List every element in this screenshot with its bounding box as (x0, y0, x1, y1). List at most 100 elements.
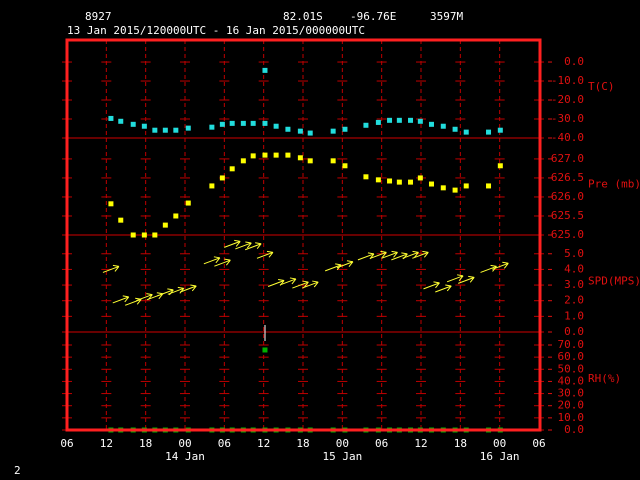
y-tick-label: 3.0 (564, 278, 584, 291)
point (262, 67, 268, 73)
point (417, 175, 423, 181)
point (262, 120, 268, 126)
date-label: 15 Jan (322, 450, 362, 463)
x-tick-label: 06 (218, 437, 231, 450)
point (141, 232, 147, 238)
elevation: 3597M (430, 10, 463, 23)
panel-label: Pre (mb) (588, 178, 640, 191)
wind-arrow (167, 286, 185, 295)
y-tick-label: 4.0 (564, 262, 584, 275)
point (219, 121, 225, 127)
wind-arrow (224, 239, 241, 248)
point (428, 121, 434, 127)
period: 13 Jan 2015/120000UTC - 16 Jan 2015/0000… (67, 24, 365, 37)
point (440, 123, 446, 129)
x-tick-label: 00 (178, 437, 191, 450)
y-tick-label: 5.0 (564, 247, 584, 260)
point (185, 125, 191, 131)
wind-arrow (412, 250, 429, 259)
y-tick-label: 30.0 (558, 387, 585, 400)
y-tick-label: 50.0 (558, 362, 585, 375)
point (428, 181, 434, 187)
station-id: 8927 (85, 10, 112, 23)
x-tick-label: 12 (414, 437, 427, 450)
point (408, 117, 414, 123)
wind-arrow (136, 293, 153, 302)
point (330, 128, 336, 134)
wind-arrow (402, 250, 419, 259)
point (130, 232, 136, 238)
point (497, 163, 503, 169)
point (118, 118, 124, 124)
wind-arrow (203, 256, 221, 265)
y-tick-label: -40.0 (551, 131, 584, 144)
y-tick-label: 10.0 (558, 411, 585, 424)
wind-arrow (267, 279, 285, 287)
x-tick-label: 06 (375, 437, 388, 450)
wind-arrow (180, 284, 197, 293)
point (229, 166, 235, 172)
point (297, 155, 303, 161)
point (486, 183, 492, 189)
y-tick-label: 0.0 (564, 423, 584, 436)
point (307, 130, 313, 136)
point (118, 217, 124, 223)
panel-label: T(C) (588, 80, 615, 93)
wind-arrow (256, 250, 274, 259)
wind-arrow (336, 260, 354, 269)
y-tick-label: 626.5 (551, 171, 584, 184)
x-tick-label: 12 (100, 437, 113, 450)
point (463, 129, 469, 135)
point (209, 124, 215, 130)
wind-arrow (112, 295, 130, 304)
point (387, 178, 393, 184)
page-number: 2 (14, 464, 21, 477)
wind-arrow (435, 284, 452, 293)
x-tick-label: 12 (257, 437, 270, 450)
point (152, 232, 158, 238)
point (463, 183, 469, 189)
point (396, 179, 402, 185)
y-tick-label: -10.0 (551, 74, 584, 87)
point (363, 174, 369, 180)
y-tick-label: -30.0 (551, 112, 584, 125)
y-tick-label: 2.0 (564, 294, 584, 307)
point (285, 126, 291, 132)
wind-arrow (102, 264, 120, 273)
point (185, 200, 191, 206)
wind-arrow (381, 250, 398, 259)
wind-arrow (423, 281, 440, 290)
wind-arrow (157, 288, 174, 297)
x-tick-label: 00 (493, 437, 506, 450)
point (408, 179, 414, 185)
wind-arrow (245, 242, 262, 251)
date-label: 14 Jan (165, 450, 205, 463)
x-tick-label: 18 (454, 437, 467, 450)
panel-label: SPD(MPS) (588, 275, 640, 288)
point (342, 126, 348, 132)
y-tick-label: 20.0 (558, 399, 585, 412)
latitude: 82.01S (283, 10, 323, 23)
point (141, 123, 147, 129)
point (452, 126, 458, 132)
y-tick-label: 625.5 (551, 209, 584, 222)
point (162, 222, 168, 228)
point (209, 183, 215, 189)
x-tick-label: 18 (296, 437, 309, 450)
date-label: 16 Jan (480, 450, 520, 463)
point (173, 213, 179, 219)
point (108, 115, 114, 121)
point (285, 152, 291, 158)
point (497, 127, 503, 133)
y-tick-label: 625.0 (551, 228, 584, 241)
wind-arrow (357, 252, 375, 261)
point (162, 127, 168, 133)
point (219, 175, 225, 181)
point (375, 177, 381, 183)
point (387, 117, 393, 123)
y-tick-label: 626.0 (551, 190, 584, 203)
wind-arrow (235, 241, 252, 250)
y-tick-label: 60.0 (558, 350, 585, 363)
x-tick-label: 00 (336, 437, 349, 450)
